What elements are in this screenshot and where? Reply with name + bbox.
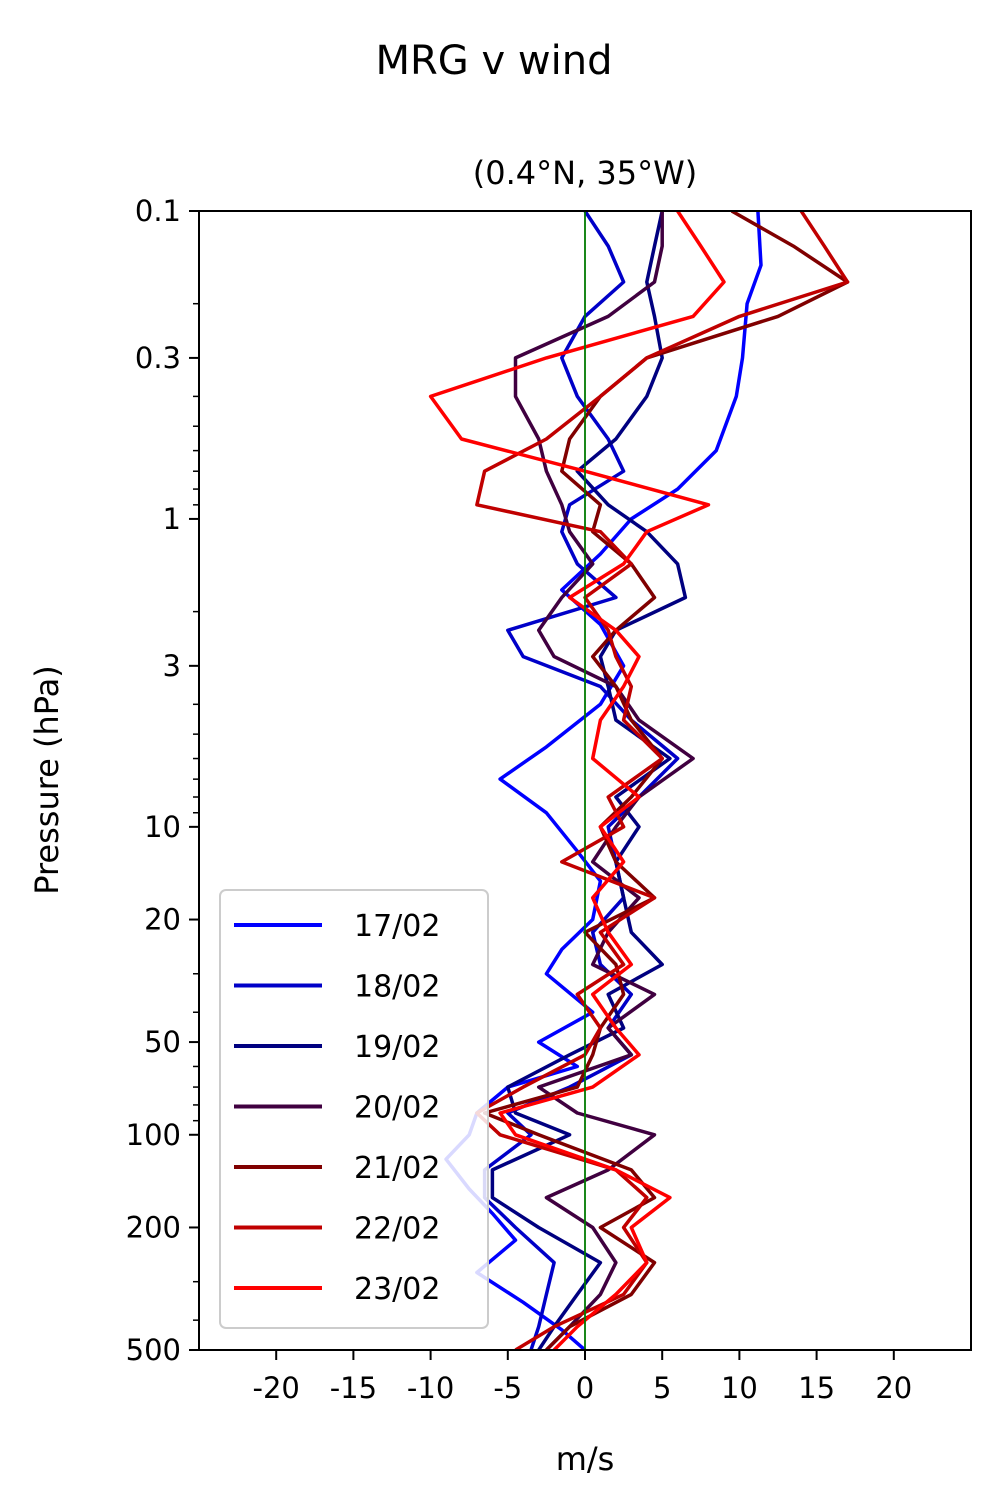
y-tick-label: 50 — [144, 1025, 181, 1059]
y-tick-label: 500 — [126, 1333, 181, 1367]
x-tick-label: 5 — [653, 1371, 671, 1405]
series-lines — [428, 211, 850, 1350]
y-tick-label: 20 — [144, 903, 181, 937]
plot-frame — [198, 210, 972, 1351]
x-tick-label: 0 — [576, 1371, 594, 1405]
y-tick-label: 100 — [126, 1118, 181, 1152]
legend-label: 22/02 — [354, 1212, 440, 1247]
x-tick-label: -15 — [330, 1371, 377, 1405]
y-axis-label: Pressure (hPa) — [28, 665, 66, 895]
legend: 17/02 18/02 19/02 20/02 21/02 22/02 23/02 — [219, 889, 489, 1329]
x-tick-label: 10 — [721, 1371, 758, 1405]
legend-label: 18/02 — [354, 970, 440, 1005]
x-tick-label: -5 — [493, 1371, 522, 1405]
series-line-18-02 — [482, 211, 680, 1350]
chart-title: (0.4°N, 35°W) — [473, 154, 698, 192]
x-tick-label: -10 — [407, 1371, 454, 1405]
series-line-21-02 — [482, 211, 850, 1350]
x-tick-label: 15 — [798, 1371, 835, 1405]
x-tick-label: -20 — [253, 1371, 300, 1405]
legend-label: 20/02 — [354, 1091, 440, 1126]
x-axis-label: m/s — [556, 1440, 615, 1478]
y-tick-label: 0.1 — [135, 194, 181, 228]
x-tick-label: 20 — [875, 1371, 912, 1405]
series-line-20-02 — [513, 211, 695, 1350]
legend-box — [219, 889, 489, 1329]
legend-label: 19/02 — [354, 1030, 440, 1065]
y-tick-label: 1 — [163, 502, 181, 536]
legend-label: 21/02 — [354, 1151, 440, 1186]
y-tick-label: 0.3 — [135, 341, 181, 375]
series-line-22-02 — [475, 211, 850, 1350]
y-tick-label: 200 — [126, 1210, 181, 1244]
y-tick-label: 10 — [144, 810, 181, 844]
chart-suptitle: MRG v wind — [376, 38, 613, 84]
axis-ticks: -20 -15 -10 -5 0 5 10 15 20 0.1 0.3 1 3 10 20 50 100 200 5… — [126, 194, 913, 1405]
series-line-23-02 — [428, 211, 726, 1350]
legend-label: 23/02 — [354, 1272, 440, 1307]
y-tick-label: 3 — [163, 649, 181, 683]
legend-label: 17/02 — [354, 909, 440, 944]
